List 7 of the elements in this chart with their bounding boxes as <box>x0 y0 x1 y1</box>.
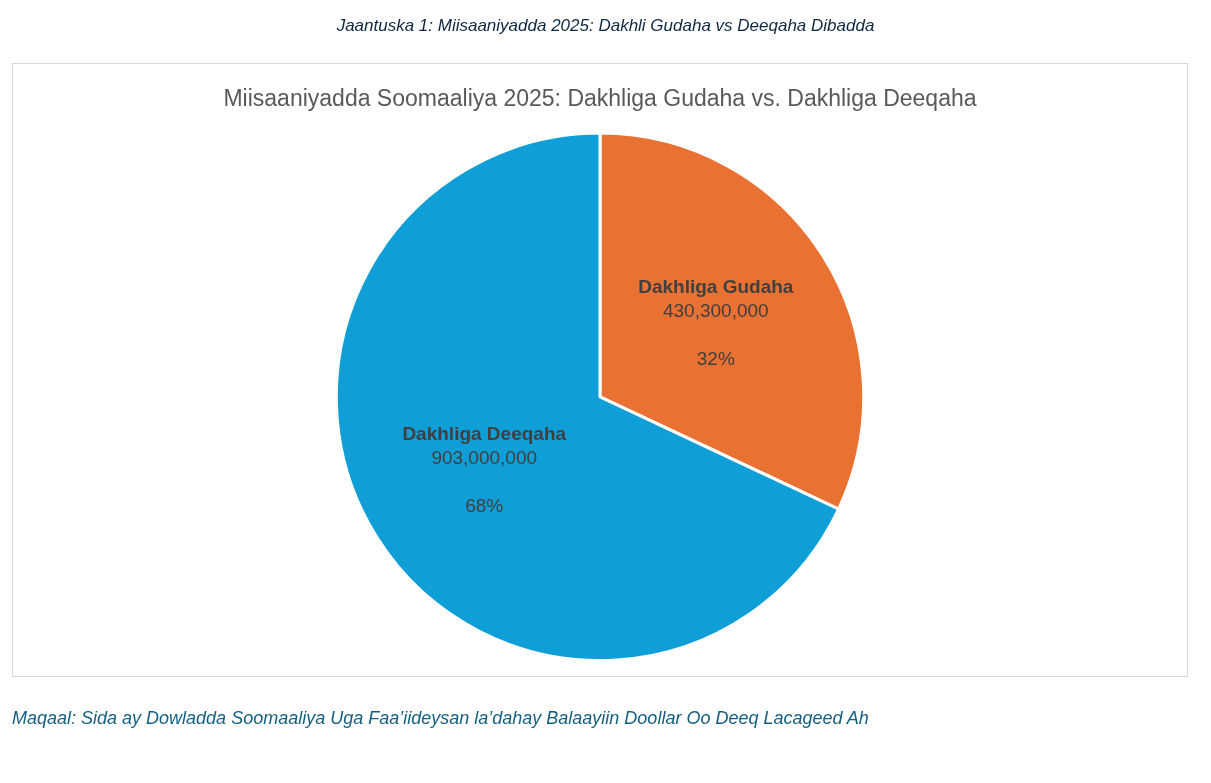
text: 430,300,000 32% <box>662 299 769 369</box>
slice-label: Dakhliga Deeqaha <box>402 422 567 444</box>
chart-title: Miisaaniyadda Soomaaliya 2025: Dakhliga Gudaha vs. Dakhliga Deeqaha <box>223 85 977 112</box>
text: 903,000,000 68% <box>431 446 538 516</box>
slice-label: Dakhliga Gudaha <box>638 275 794 297</box>
text: Jaantuska 1: Miisaaniyadda 2025: Dakhli Gudaha vs Deeqaha Dibadda <box>335 16 876 36</box>
text: Maqaal: Sida ay Dowladda Soomaaliya Uga Faa’iideysan la’dahay Balaayiin Doollar Oo Deeq Lacageed Ah <box>12 708 869 729</box>
